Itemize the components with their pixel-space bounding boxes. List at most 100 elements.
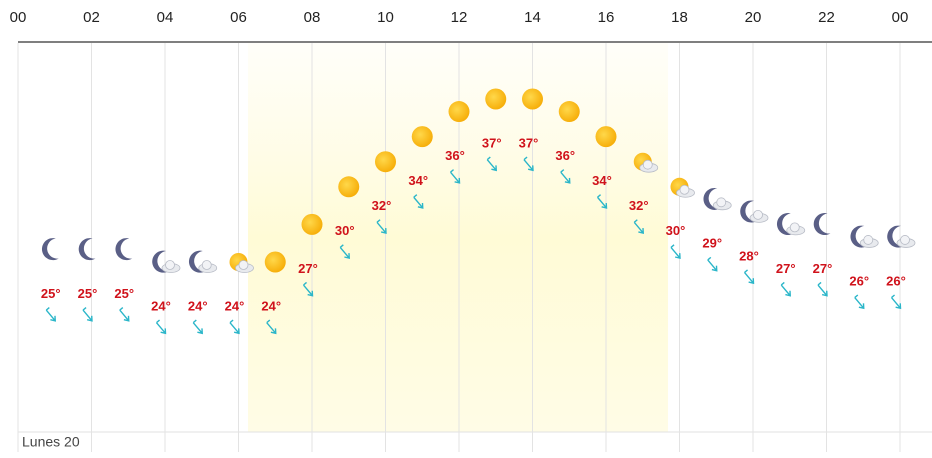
moon bbox=[78, 238, 96, 261]
wind-arrow bbox=[155, 319, 167, 335]
x-tick-label: 02 bbox=[83, 9, 100, 26]
wind-shaft bbox=[155, 319, 167, 335]
x-tick-label: 06 bbox=[230, 9, 247, 26]
wind-arrow bbox=[890, 294, 902, 310]
x-tick-label: 20 bbox=[745, 9, 762, 26]
wind-arrow bbox=[486, 156, 497, 172]
wind-arrow bbox=[413, 194, 424, 209]
temperature-label: 26° bbox=[886, 273, 906, 288]
temperature-label: 25° bbox=[114, 286, 134, 301]
temperature-label: 32° bbox=[372, 198, 392, 213]
wind-shaft bbox=[82, 306, 93, 322]
sun bbox=[411, 126, 433, 148]
wind-arrow bbox=[82, 306, 93, 322]
x-tick-label: 04 bbox=[157, 9, 174, 26]
wind-arrow bbox=[854, 294, 865, 310]
cloud bbox=[753, 209, 763, 220]
x-tick-label: 12 bbox=[451, 9, 468, 26]
weather-icon bbox=[229, 253, 254, 273]
temperature-label: 24° bbox=[151, 298, 171, 313]
temperature-label: 30° bbox=[666, 223, 686, 238]
wind-arrow bbox=[229, 319, 240, 335]
wind-shaft bbox=[486, 156, 497, 172]
sun bbox=[522, 88, 543, 110]
wind-arrow bbox=[449, 169, 461, 184]
weather-icon bbox=[633, 152, 659, 173]
sun bbox=[338, 176, 360, 198]
weather-icon bbox=[522, 88, 543, 110]
wind-shaft bbox=[229, 319, 240, 335]
weather-icon bbox=[152, 250, 181, 273]
weather-icon bbox=[115, 238, 133, 261]
moon bbox=[850, 225, 868, 248]
cloud bbox=[165, 260, 175, 270]
x-tick-label: 22 bbox=[818, 9, 835, 26]
wind-arrow bbox=[45, 306, 56, 322]
sun bbox=[375, 151, 396, 173]
moon bbox=[188, 250, 206, 273]
weather-icon bbox=[887, 225, 916, 248]
weather-icon bbox=[411, 126, 433, 148]
weather-icon bbox=[485, 88, 507, 110]
wind-shaft bbox=[45, 306, 56, 322]
wind-arrow bbox=[596, 194, 608, 209]
cloud bbox=[789, 222, 800, 233]
temperature-label: 34° bbox=[408, 173, 428, 188]
sun bbox=[595, 126, 617, 148]
wind-shaft bbox=[192, 319, 203, 335]
temperature-label: 28° bbox=[739, 248, 759, 263]
x-tick-label: 08 bbox=[304, 9, 321, 26]
weather-icon bbox=[448, 101, 470, 123]
x-tick-label: 10 bbox=[377, 9, 394, 26]
sun bbox=[301, 213, 323, 235]
temperature-label: 24° bbox=[225, 298, 245, 313]
temperature-label: 36° bbox=[555, 148, 575, 163]
weather-icon bbox=[813, 213, 831, 236]
wind-arrow bbox=[633, 219, 644, 234]
wind-shaft bbox=[449, 169, 461, 184]
x-tick-label: 00 bbox=[10, 9, 27, 26]
moon bbox=[776, 213, 794, 236]
wind-arrow bbox=[743, 269, 755, 285]
wind-shaft bbox=[523, 156, 534, 172]
wind-arrow bbox=[523, 156, 534, 172]
wind-shaft bbox=[743, 269, 755, 285]
temperature-label: 27° bbox=[813, 261, 833, 276]
temperature-label: 26° bbox=[849, 273, 869, 288]
moon bbox=[703, 187, 721, 210]
wind-shaft bbox=[596, 194, 608, 209]
weather-icon bbox=[703, 187, 732, 211]
weather-icon bbox=[776, 213, 806, 236]
temperature-label: 29° bbox=[702, 236, 722, 251]
temperature-label: 36° bbox=[445, 148, 465, 163]
weather-icon bbox=[264, 251, 286, 273]
wind-shaft bbox=[670, 244, 681, 260]
sun bbox=[485, 88, 507, 110]
temperature-label: 32° bbox=[629, 198, 649, 213]
wind-shaft bbox=[633, 219, 644, 234]
temperature-label: 30° bbox=[335, 223, 355, 238]
wind-arrow bbox=[780, 281, 791, 297]
wind-shaft bbox=[376, 219, 387, 234]
weather-icon bbox=[850, 225, 879, 248]
wind-arrow bbox=[670, 244, 681, 260]
x-tick-label: 14 bbox=[524, 9, 541, 26]
day-label: Lunes 20 bbox=[22, 434, 80, 450]
moon bbox=[887, 225, 904, 248]
weather-icon bbox=[41, 238, 59, 261]
temperature-label: 27° bbox=[776, 261, 796, 276]
wind-shaft bbox=[817, 281, 828, 297]
wind-arrow bbox=[707, 256, 718, 272]
x-tick-label: 18 bbox=[671, 9, 688, 26]
wind-arrow bbox=[817, 281, 828, 297]
temperature-label: 24° bbox=[261, 298, 281, 313]
wind-shaft bbox=[854, 294, 865, 310]
weather-icon bbox=[670, 177, 695, 198]
x-tick-label: 00 bbox=[892, 9, 909, 26]
weather-icon bbox=[338, 176, 360, 198]
cloud bbox=[900, 235, 910, 245]
weather-icon bbox=[188, 250, 218, 273]
wind-shaft bbox=[890, 294, 902, 310]
moon bbox=[115, 238, 133, 261]
